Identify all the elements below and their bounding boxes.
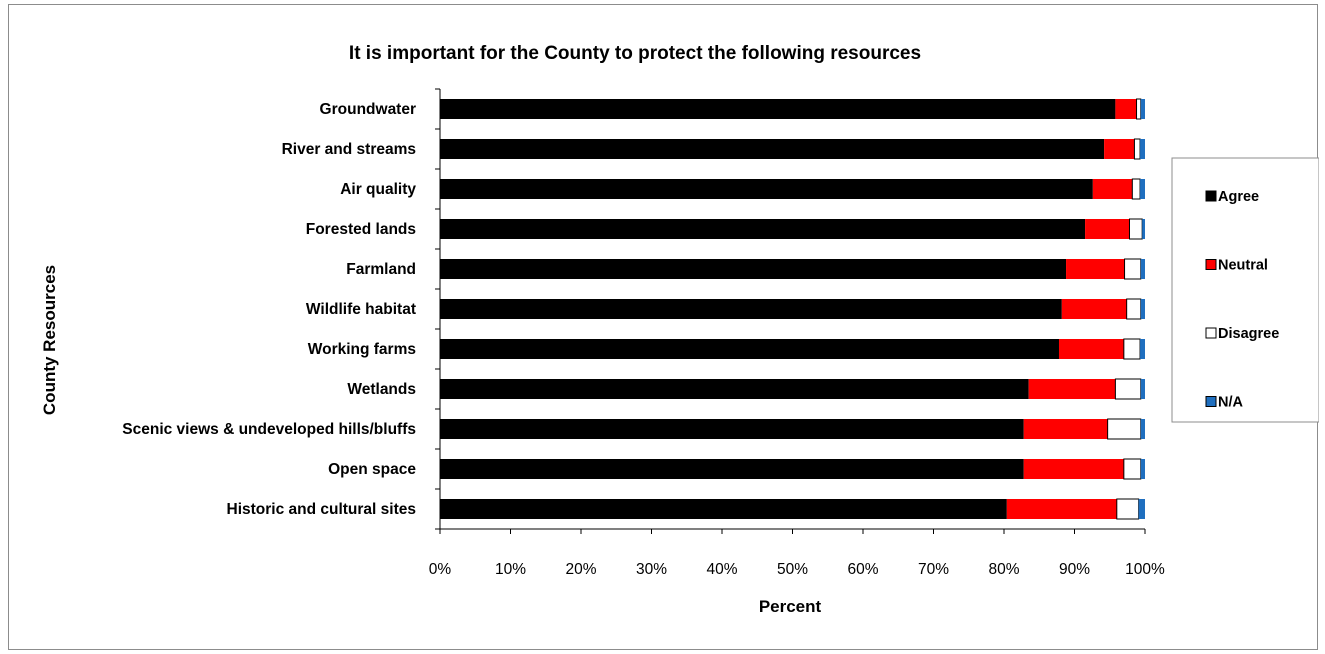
bar-disagree-open-space [1123, 458, 1142, 480]
category-label-forested-lands: Forested lands [306, 221, 416, 238]
legend-label-neutral: Neutral [1218, 258, 1268, 274]
legend: Agree Neutral Disagree N/A [1171, 157, 1319, 423]
legend-swatch-agree [1205, 190, 1217, 202]
chart-frame: It is important for the County to protec… [8, 4, 1319, 650]
bar-neutral-groundwater [1115, 99, 1137, 119]
x-tick-label: 100% [1125, 561, 1165, 578]
x-tick-label: 70% [918, 561, 949, 578]
bar-neutral-wetlands [1028, 379, 1116, 399]
legend-box [1171, 157, 1319, 423]
bar-agree-wetlands [440, 379, 1029, 399]
bar-n-a-working-farms [1140, 339, 1145, 359]
y-axis-title: County Resources [40, 265, 59, 415]
stacked-bar-chart: It is important for the County to protec… [40, 43, 1319, 616]
bar-agree-farmland [440, 259, 1067, 279]
x-tick-label: 60% [847, 561, 878, 578]
bar-series [440, 98, 1145, 520]
category-label-groundwater: Groundwater [320, 101, 416, 118]
legend-label-agree: Agree [1218, 189, 1259, 205]
bar-n-a-forested-lands [1142, 219, 1145, 239]
bar-disagree-forested-lands [1128, 218, 1143, 240]
bar-agree-river-and-streams [440, 139, 1105, 159]
bar-disagree-scenic-views-undeveloped-hills-bluffs [1107, 418, 1142, 440]
category-label-farmland: Farmland [346, 261, 416, 278]
category-label-air-quality: Air quality [340, 181, 416, 198]
bar-disagree-wildlife-habitat [1126, 298, 1142, 320]
bar-n-a-scenic-views-undeveloped-hills-bluffs [1140, 419, 1145, 439]
legend-swatch-disagree [1205, 327, 1217, 339]
x-tick-labels: 0% 10% 20% 30% 40% 50% 60% 70% 80% 90% 100% [429, 561, 1165, 578]
x-tick-label: 10% [495, 561, 526, 578]
bar-n-a-river-and-streams [1140, 139, 1145, 159]
bar-agree-groundwater [440, 99, 1116, 119]
bar-n-a-wildlife-habitat [1140, 299, 1145, 319]
bar-agree-scenic-views-undeveloped-hills-bluffs [440, 419, 1024, 439]
chart-title: It is important for the County to protec… [349, 43, 921, 64]
bar-n-a-groundwater [1140, 99, 1145, 119]
legend-swatch-neutral [1205, 259, 1217, 270]
bar-disagree-farmland [1124, 258, 1142, 280]
bar-neutral-forested-lands [1085, 219, 1130, 239]
bar-disagree-river-and-streams [1133, 138, 1141, 160]
bar-agree-air-quality [440, 179, 1093, 199]
bar-n-a-air-quality [1140, 179, 1145, 199]
bar-agree-forested-lands [440, 219, 1086, 239]
bar-n-a-wetlands [1140, 379, 1145, 399]
x-tick-label: 40% [706, 561, 737, 578]
bar-disagree-wetlands [1114, 378, 1142, 400]
bar-n-a-open-space [1140, 459, 1145, 479]
bar-n-a-historic-and-cultural-sites [1138, 499, 1145, 519]
bar-disagree-historic-and-cultural-sites [1116, 498, 1140, 520]
category-label-wildlife-habitat: Wildlife habitat [306, 301, 416, 318]
bar-neutral-air-quality [1092, 179, 1133, 199]
x-axis-title: Percent [759, 597, 822, 616]
bar-agree-open-space [440, 459, 1024, 479]
bar-n-a-farmland [1140, 259, 1145, 279]
bar-disagree-working-farms [1123, 338, 1141, 360]
bar-disagree-groundwater [1136, 98, 1142, 120]
category-label-river-and-streams: River and streams [282, 141, 416, 158]
category-labels: Groundwater River and streams Air quality F… [122, 101, 416, 518]
bar-neutral-historic-and-cultural-sites [1006, 499, 1117, 519]
axes [435, 88, 1146, 534]
category-label-open-space: Open space [328, 461, 416, 478]
category-label-scenic-views-undeveloped-hills-bluffs: Scenic views & undeveloped hills/bluffs [122, 421, 416, 438]
category-label-historic-and-cultural-sites: Historic and cultural sites [227, 501, 417, 518]
legend-label-n-a: N/A [1218, 395, 1244, 411]
bar-neutral-wildlife-habitat [1061, 299, 1127, 319]
x-tick-label: 80% [988, 561, 1019, 578]
bar-neutral-farmland [1066, 259, 1125, 279]
bar-agree-wildlife-habitat [440, 299, 1062, 319]
bar-disagree-air-quality [1131, 178, 1141, 200]
bar-neutral-river-and-streams [1104, 139, 1135, 159]
bar-neutral-scenic-views-undeveloped-hills-bluffs [1023, 419, 1108, 439]
category-label-working-farms: Working farms [308, 341, 416, 358]
legend-label-disagree: Disagree [1218, 326, 1279, 342]
x-tick-label: 90% [1059, 561, 1090, 578]
x-tick-label: 20% [565, 561, 596, 578]
x-tick-label: 50% [777, 561, 808, 578]
bar-agree-historic-and-cultural-sites [440, 499, 1007, 519]
category-label-wetlands: Wetlands [347, 381, 416, 398]
x-tick-label: 30% [636, 561, 667, 578]
bar-neutral-open-space [1023, 459, 1124, 479]
bar-agree-working-farms [440, 339, 1059, 359]
bar-neutral-working-farms [1058, 339, 1124, 359]
legend-swatch-n-a [1205, 396, 1217, 407]
x-tick-label: 0% [429, 561, 452, 578]
